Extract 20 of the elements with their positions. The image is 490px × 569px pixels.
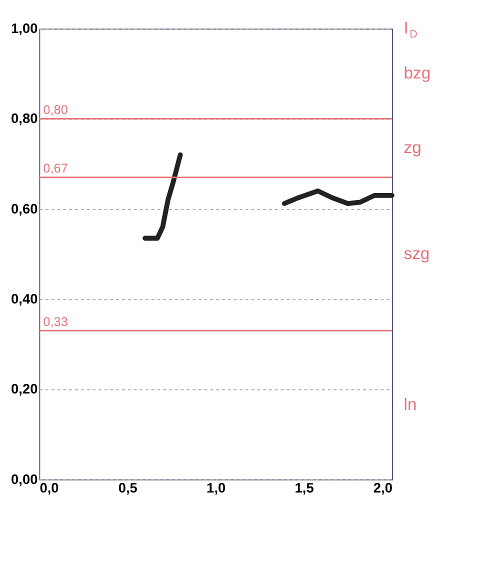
text: bzg <box>404 64 431 83</box>
ref-line-label: 0,80 <box>43 102 68 117</box>
line-series <box>282 188 394 206</box>
y-tick-label: 1,00 <box>11 21 38 36</box>
y-tick-label: 0,80 <box>11 111 38 126</box>
x-tick-label: 1,0 <box>206 480 226 496</box>
text: zg <box>404 138 422 157</box>
line-series <box>142 152 183 241</box>
y-tick-label: 0,40 <box>11 292 38 307</box>
ref-line-label: 0,33 <box>43 314 68 329</box>
y-tick-label: 0,20 <box>11 382 38 397</box>
ref-line-label: 0,67 <box>43 160 68 176</box>
x-tick-label: 1,5 <box>294 480 314 496</box>
text: szg <box>404 244 430 263</box>
y-tick-label: 0,60 <box>11 201 38 216</box>
text: ln <box>404 394 417 414</box>
x-tick-label: 0,5 <box>118 480 138 496</box>
x-tick-label: 0,0 <box>40 480 60 496</box>
y-tick-label: 0,00 <box>11 472 38 487</box>
x-tick-label: 2,0 <box>373 480 393 496</box>
